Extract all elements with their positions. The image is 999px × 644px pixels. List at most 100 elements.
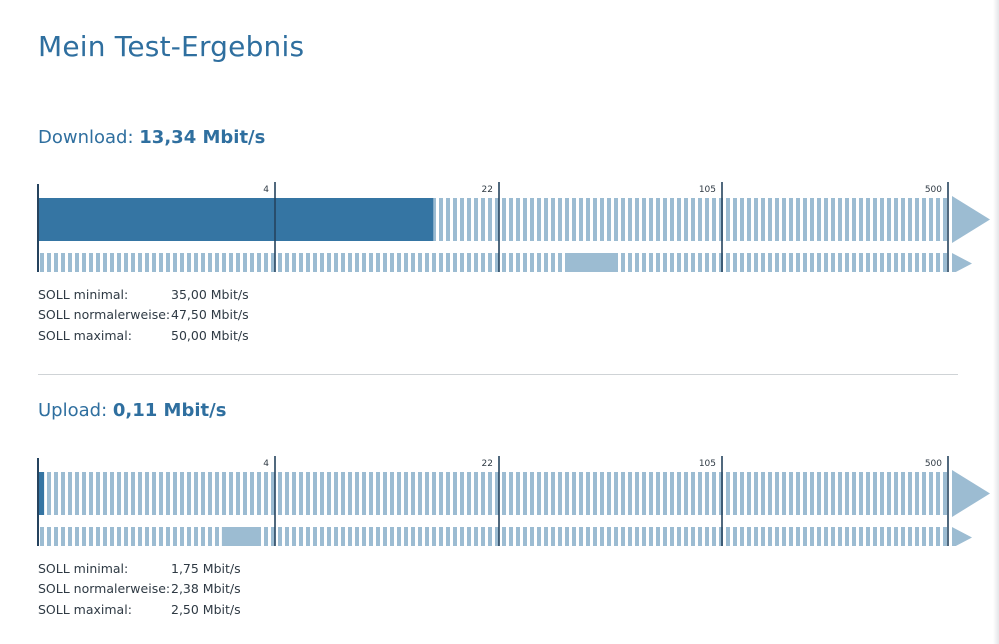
stripe bbox=[411, 253, 415, 272]
stripe bbox=[845, 527, 849, 546]
stripe bbox=[467, 527, 471, 546]
stripe bbox=[593, 198, 597, 241]
stripe bbox=[194, 472, 198, 515]
download-soll-table: SOLL minimal: 35,00 Mbit/s SOLL normaler… bbox=[38, 284, 249, 346]
stripe bbox=[866, 527, 870, 546]
stripe bbox=[698, 198, 702, 241]
stripe bbox=[733, 527, 737, 546]
stripe bbox=[810, 253, 814, 272]
stripe bbox=[768, 527, 772, 546]
stripe bbox=[222, 253, 226, 272]
stripe bbox=[495, 527, 499, 546]
stripe bbox=[831, 198, 835, 241]
stripe bbox=[96, 472, 100, 515]
soll-row-arrow bbox=[952, 527, 972, 546]
stripe bbox=[278, 472, 282, 515]
soll-label: SOLL normalerweise: bbox=[38, 581, 171, 597]
stripe bbox=[75, 472, 79, 515]
stripe bbox=[775, 253, 779, 272]
stripe bbox=[768, 198, 772, 241]
stripe bbox=[754, 253, 758, 272]
stripe bbox=[656, 253, 660, 272]
soll-value: 35,00 Mbit/s bbox=[171, 286, 249, 302]
stripe bbox=[691, 253, 695, 272]
measured-bar bbox=[38, 472, 45, 515]
stripe bbox=[726, 527, 730, 546]
stripe bbox=[740, 472, 744, 515]
stripe bbox=[166, 527, 170, 546]
stripe bbox=[915, 472, 919, 515]
tick-label: 500 bbox=[925, 185, 942, 195]
stripe bbox=[306, 527, 310, 546]
stripe bbox=[250, 253, 254, 272]
stripe bbox=[901, 253, 905, 272]
stripe bbox=[362, 253, 366, 272]
stripe bbox=[180, 472, 184, 515]
stripe bbox=[614, 527, 618, 546]
stripe bbox=[859, 527, 863, 546]
stripe bbox=[803, 198, 807, 241]
stripe bbox=[908, 472, 912, 515]
stripe bbox=[131, 527, 135, 546]
stripe bbox=[159, 527, 163, 546]
stripe bbox=[89, 472, 93, 515]
tick-label: 105 bbox=[699, 185, 716, 195]
stripe bbox=[922, 472, 926, 515]
stripe bbox=[803, 253, 807, 272]
stripe bbox=[292, 472, 296, 515]
stripe bbox=[740, 198, 744, 241]
stripe bbox=[61, 253, 65, 272]
stripe bbox=[334, 527, 338, 546]
stripe bbox=[201, 253, 205, 272]
stripe bbox=[138, 253, 142, 272]
stripe bbox=[649, 472, 653, 515]
stripe bbox=[411, 472, 415, 515]
stripe bbox=[838, 253, 842, 272]
stripe bbox=[495, 198, 499, 241]
stripe bbox=[726, 198, 730, 241]
stripe bbox=[698, 527, 702, 546]
stripe bbox=[82, 253, 86, 272]
stripe bbox=[859, 198, 863, 241]
stripe bbox=[754, 198, 758, 241]
stripe bbox=[292, 253, 296, 272]
stripe bbox=[677, 527, 681, 546]
stripe bbox=[215, 527, 219, 546]
stripe bbox=[719, 472, 723, 515]
stripe bbox=[131, 253, 135, 272]
stripe bbox=[453, 472, 457, 515]
stripe bbox=[460, 472, 464, 515]
stripe bbox=[187, 527, 191, 546]
upload-label: Upload: bbox=[38, 400, 108, 421]
stripe bbox=[733, 198, 737, 241]
stripe bbox=[929, 472, 933, 515]
stripe bbox=[215, 472, 219, 515]
stripe bbox=[810, 472, 814, 515]
stripe bbox=[880, 253, 884, 272]
stripe bbox=[565, 527, 569, 546]
stripe bbox=[901, 527, 905, 546]
stripe bbox=[705, 198, 709, 241]
stripe bbox=[873, 527, 877, 546]
stripe bbox=[929, 527, 933, 546]
stripe bbox=[831, 472, 835, 515]
stripe bbox=[411, 527, 415, 546]
stripe bbox=[68, 253, 72, 272]
stripe bbox=[509, 472, 513, 515]
section-divider bbox=[38, 374, 958, 375]
stripe bbox=[516, 253, 520, 272]
stripe bbox=[915, 253, 919, 272]
stripe bbox=[68, 527, 72, 546]
stripe bbox=[796, 527, 800, 546]
soll-value: 50,00 Mbit/s bbox=[171, 327, 249, 343]
stripe bbox=[418, 527, 422, 546]
stripe bbox=[334, 253, 338, 272]
stripe bbox=[369, 527, 373, 546]
stripe bbox=[180, 253, 184, 272]
stripe bbox=[474, 253, 478, 272]
stripe bbox=[369, 253, 373, 272]
stripe bbox=[936, 472, 940, 515]
stripe bbox=[705, 472, 709, 515]
soll-row-maximal: SOLL maximal: 50,00 Mbit/s bbox=[38, 325, 249, 346]
stripe bbox=[439, 527, 443, 546]
